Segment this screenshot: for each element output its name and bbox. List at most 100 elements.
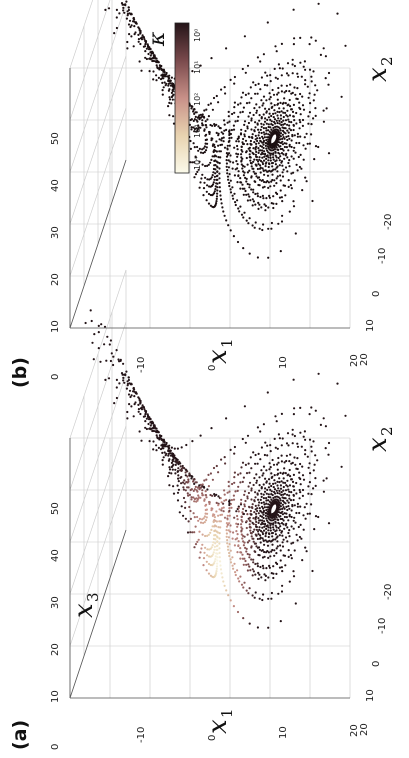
scatter-point bbox=[253, 511, 256, 514]
scatter-point bbox=[250, 487, 253, 490]
scatter-point bbox=[156, 66, 159, 70]
scatter-point bbox=[290, 525, 293, 528]
scatter-point bbox=[144, 410, 148, 413]
scatter-point bbox=[300, 445, 303, 448]
scatter-point bbox=[130, 405, 133, 408]
scatter-point bbox=[229, 229, 232, 232]
scatter-point bbox=[219, 513, 222, 517]
scatter-point bbox=[270, 591, 273, 595]
scatter-point bbox=[253, 180, 256, 183]
scatter-point bbox=[216, 540, 219, 543]
scatter-point bbox=[229, 530, 232, 533]
scatter-point bbox=[280, 566, 283, 569]
scatter-point bbox=[267, 508, 270, 511]
scatter-point bbox=[299, 431, 302, 434]
scatter-point bbox=[145, 427, 148, 431]
scatter-point bbox=[251, 574, 254, 577]
scatter-point bbox=[262, 513, 265, 516]
scatter-point bbox=[243, 405, 246, 408]
scatter-point bbox=[239, 102, 242, 105]
scatter-point bbox=[207, 572, 211, 575]
scatter-point bbox=[163, 445, 166, 448]
scatter-point bbox=[340, 465, 343, 468]
scatter-point bbox=[225, 498, 228, 501]
scatter-point bbox=[187, 520, 190, 523]
scatter-point bbox=[124, 373, 127, 377]
scatter-point bbox=[268, 564, 271, 567]
scatter-point bbox=[254, 163, 257, 166]
scatter-point bbox=[255, 103, 258, 106]
scatter-point bbox=[216, 161, 219, 164]
scatter-point bbox=[280, 120, 283, 124]
scatter-point bbox=[263, 573, 266, 576]
scatter-point bbox=[215, 501, 218, 504]
scatter-point bbox=[264, 204, 267, 207]
scatter-point bbox=[155, 434, 158, 437]
scatter-point bbox=[193, 500, 196, 503]
scatter-point bbox=[254, 148, 257, 151]
scatter-point bbox=[190, 477, 193, 480]
axis-x2 bbox=[69, 529, 127, 699]
scatter-point bbox=[203, 150, 206, 154]
scatter-point bbox=[290, 92, 293, 95]
scatter-point bbox=[160, 68, 163, 71]
scatter-point bbox=[281, 137, 284, 140]
scatter-point bbox=[281, 147, 284, 151]
scatter-point bbox=[195, 500, 198, 503]
scatter-point bbox=[308, 438, 312, 441]
scatter-point bbox=[296, 445, 300, 448]
scatter-point bbox=[253, 596, 256, 599]
scatter-point bbox=[220, 88, 223, 91]
scatter-point bbox=[292, 200, 295, 203]
scatter-point bbox=[223, 489, 226, 492]
scatter-point bbox=[291, 72, 294, 75]
scatter-point bbox=[142, 45, 145, 48]
scatter-point bbox=[295, 533, 298, 536]
scatter-point bbox=[227, 110, 230, 113]
scatter-point bbox=[237, 115, 240, 118]
scatter-point bbox=[208, 502, 211, 505]
scatter-point bbox=[263, 180, 266, 184]
scatter-point bbox=[286, 432, 290, 435]
scatter-point bbox=[299, 462, 302, 466]
scatter-point bbox=[222, 210, 225, 213]
scatter-point bbox=[268, 169, 271, 172]
scatter-point bbox=[280, 522, 284, 525]
scatter-point bbox=[237, 103, 240, 106]
scatter-point bbox=[262, 102, 265, 105]
scatter-point bbox=[284, 536, 288, 539]
scatter-point bbox=[263, 133, 266, 136]
scatter-point bbox=[261, 474, 264, 477]
scatter-point bbox=[266, 524, 269, 527]
scatter-point bbox=[240, 515, 243, 518]
scatter-point bbox=[219, 520, 222, 523]
scatter-point bbox=[137, 403, 140, 406]
scatter-point bbox=[240, 498, 243, 501]
scatter-point bbox=[212, 513, 215, 516]
scatter-point bbox=[288, 127, 291, 130]
scatter-point bbox=[252, 483, 255, 487]
scatter-point bbox=[201, 119, 204, 122]
scatter-point bbox=[279, 129, 282, 132]
scatter-point bbox=[227, 536, 230, 539]
scatter-point bbox=[239, 481, 242, 484]
scatter-point bbox=[292, 123, 295, 127]
scatter-point bbox=[220, 137, 224, 140]
scatter-point bbox=[201, 113, 204, 116]
scatter-point bbox=[275, 146, 278, 149]
scatter-point bbox=[245, 472, 249, 475]
scatter-point bbox=[218, 508, 221, 511]
scatter-point bbox=[285, 454, 288, 457]
scatter-point bbox=[276, 93, 279, 96]
scatter-point bbox=[271, 548, 274, 552]
scatter-point bbox=[278, 437, 281, 440]
scatter-point bbox=[275, 420, 278, 423]
scatter-point bbox=[263, 520, 266, 523]
scatter-point bbox=[265, 497, 268, 500]
scatter-point bbox=[255, 109, 258, 112]
scatter-point bbox=[209, 204, 212, 207]
scatter-point bbox=[171, 98, 174, 101]
scatter-point bbox=[121, 3, 124, 6]
scatter-point bbox=[267, 227, 270, 230]
scatter-point bbox=[279, 189, 282, 192]
